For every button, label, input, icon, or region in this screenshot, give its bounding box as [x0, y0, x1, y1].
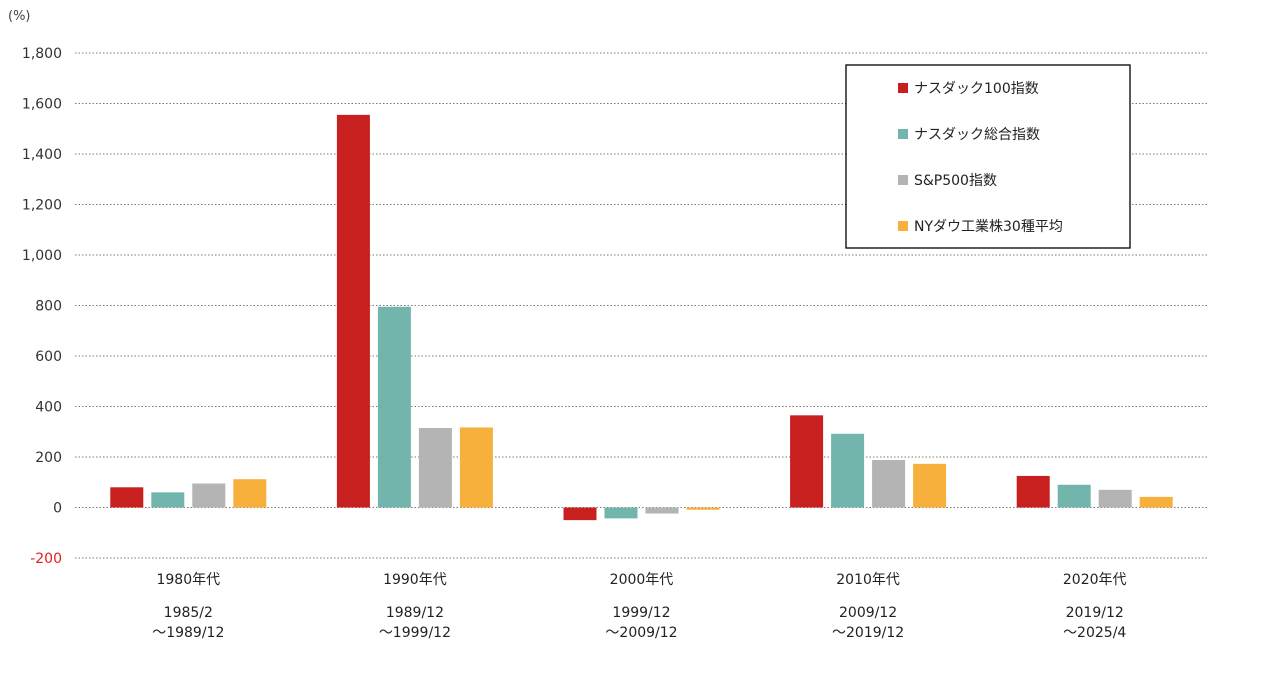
bar	[872, 460, 906, 508]
y-tick-label: 1,200	[22, 198, 62, 214]
bar	[604, 507, 638, 519]
bar	[1016, 475, 1050, 508]
period-start-label: 2019/12	[1066, 605, 1124, 621]
legend-label: S&P500指数	[914, 173, 997, 189]
period-end-label: ～2009/12	[605, 625, 677, 641]
bar	[686, 507, 720, 510]
y-tick-label: 1,400	[22, 147, 62, 163]
bar	[233, 479, 267, 508]
bar	[1139, 496, 1173, 508]
period-end-label: ～2019/12	[832, 625, 904, 641]
legend-label: ナスダック総合指数	[914, 127, 1040, 143]
y-tick-label: 1,000	[22, 248, 62, 264]
period-end-label: ～1989/12	[152, 625, 224, 641]
x-category-label: 1990年代	[383, 572, 447, 588]
period-end-label: ～2025/4	[1063, 625, 1126, 641]
y-tick-label: 1,800	[22, 46, 62, 62]
y-axis-ticks: -200 0 200 400 600 800 1,000 1,200 1,400 1,600 1,8…	[22, 46, 62, 567]
legend-label: NYダウ工業株30種平均	[914, 219, 1063, 235]
y-tick-label: 600	[35, 349, 62, 365]
bar	[645, 507, 679, 514]
y-tick-label: 0	[53, 501, 62, 517]
legend-swatch	[898, 83, 908, 93]
bar	[563, 507, 597, 521]
legend-swatch	[898, 129, 908, 139]
bar	[1098, 489, 1132, 508]
bar	[377, 306, 411, 508]
legend-swatch	[898, 221, 908, 231]
bar	[110, 487, 144, 508]
x-category-label: 2020年代	[1063, 572, 1127, 588]
y-axis-unit-label: (%)	[8, 9, 31, 24]
y-tick-label: 200	[35, 450, 62, 466]
bar	[831, 433, 865, 508]
period-start-label: 2009/12	[839, 605, 897, 621]
bar	[151, 492, 185, 508]
period-start-label: 1989/12	[386, 605, 444, 621]
bar	[790, 415, 824, 508]
y-tick-label: 400	[35, 400, 62, 416]
legend-swatch	[898, 175, 908, 185]
legend-box	[845, 64, 1131, 249]
x-category-label: 2000年代	[610, 572, 674, 588]
bar	[336, 114, 370, 508]
bars	[110, 114, 1173, 521]
bar	[418, 427, 452, 508]
bar	[192, 483, 226, 508]
period-end-label: ～1999/12	[379, 625, 451, 641]
bar	[913, 463, 947, 508]
x-category-label: 1980年代	[156, 572, 220, 588]
bar	[459, 427, 493, 508]
x-category-label: 2010年代	[836, 572, 900, 588]
bar	[1057, 484, 1091, 508]
x-axis-labels: 1980年代 1985/2 ～1989/12 1990年代 1989/12 ～1999/1…	[152, 572, 1126, 641]
y-tick-label: 800	[35, 299, 62, 315]
period-start-label: 1985/2	[164, 605, 213, 621]
period-start-label: 1999/12	[612, 605, 670, 621]
y-tick-label: 1,600	[22, 97, 62, 113]
legend-label: ナスダック100指数	[914, 81, 1039, 97]
y-tick-label: -200	[30, 551, 62, 567]
